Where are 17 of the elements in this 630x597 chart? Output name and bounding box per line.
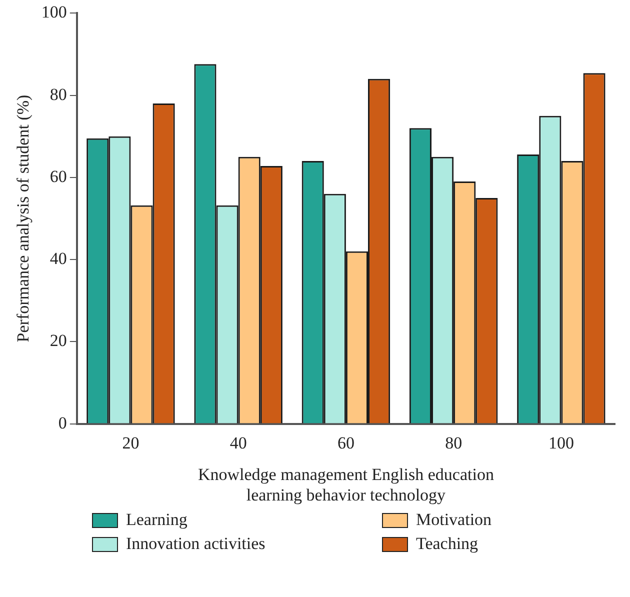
y-tick-label: 20 — [50, 331, 67, 350]
x-tick-label: 100 — [548, 433, 574, 452]
x-axis-title: Knowledge management English education learning behavior technology — [198, 464, 494, 504]
x-tick-label: 40 — [230, 433, 247, 452]
legend-label: Teaching — [416, 534, 478, 554]
legend-label: Motivation — [416, 510, 492, 530]
y-tick-label: 40 — [50, 249, 67, 268]
x-tick-label: 60 — [337, 433, 354, 452]
y-axis-title: Performance analysis of student (%) — [14, 94, 33, 342]
x-tick-label: 80 — [445, 433, 462, 452]
y-tick-label: 100 — [41, 2, 67, 22]
legend-label: Innovation activities — [126, 534, 266, 554]
x-tick-label: 20 — [122, 433, 140, 452]
legend-label: Learning — [126, 510, 188, 530]
y-tick-label: 0 — [58, 413, 67, 432]
y-tick-label: 80 — [50, 84, 67, 104]
y-tick-label: 60 — [50, 166, 67, 186]
